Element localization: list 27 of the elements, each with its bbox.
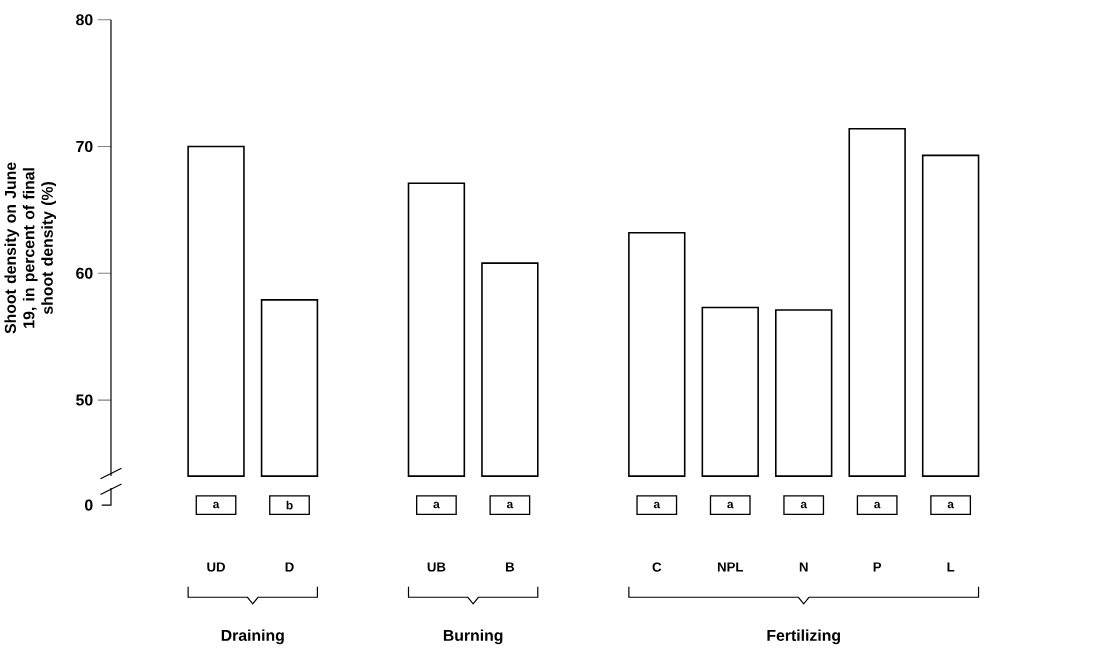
text: a xyxy=(727,501,734,509)
text: 0 xyxy=(85,499,93,511)
text: Draining xyxy=(221,629,284,645)
x-tick-label: NPL xyxy=(717,562,744,572)
y-axis-title: Shoot density on June 19, in percent of final shoot density (%) xyxy=(4,162,57,334)
text: b xyxy=(286,500,293,510)
text: a xyxy=(947,501,955,509)
x-tick-label: P xyxy=(873,562,882,572)
text: a xyxy=(874,501,881,509)
y-tick-label: 70 xyxy=(76,141,93,153)
text: Burning xyxy=(443,629,503,645)
y-tick-label: 60 xyxy=(76,267,93,279)
x-tick-label: C xyxy=(652,562,662,572)
text: Fertilizing xyxy=(767,629,840,645)
text: a xyxy=(800,501,808,509)
x-tick-label: B xyxy=(506,562,515,572)
x-tick-label: UD xyxy=(207,562,225,572)
y-tick-label: 80 xyxy=(76,14,93,26)
x-tick-label: UB xyxy=(427,562,446,572)
text: a xyxy=(506,501,514,509)
x-tick-label: N xyxy=(799,562,808,572)
y-tick-label: 50 xyxy=(76,394,93,406)
text: a xyxy=(653,501,661,509)
text: a xyxy=(213,501,220,509)
text: a xyxy=(433,501,440,509)
x-tick-label: L xyxy=(947,562,955,572)
x-tick-label: D xyxy=(285,562,294,572)
